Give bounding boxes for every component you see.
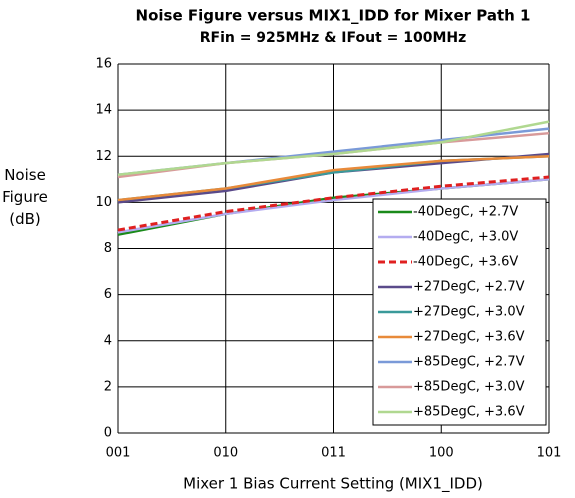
- y-tick-label: 4: [104, 333, 112, 348]
- x-tick-label: 100: [429, 446, 454, 461]
- y-tick-label: 0: [104, 426, 112, 441]
- legend-label: +85DegC, +3.0V: [413, 380, 525, 395]
- chart-subtitle: RFin = 925MHz & IFout = 100MHz: [200, 30, 467, 46]
- x-tick-label: 011: [321, 446, 346, 461]
- y-tick-label: 8: [104, 241, 112, 256]
- y-tick-label: 10: [95, 195, 112, 210]
- series-line: [117, 178, 550, 234]
- y-axis-label: Noise Figure (dB): [2, 166, 48, 228]
- legend-label: -40DegC, +3.6V: [413, 255, 518, 270]
- y-tick-label: 14: [95, 103, 112, 118]
- y-tick-label: 16: [95, 57, 112, 72]
- series-line: [117, 120, 550, 176]
- legend-label: +27DegC, +3.6V: [413, 330, 525, 345]
- legend-label: +27DegC, +3.0V: [413, 305, 525, 320]
- series-line: [117, 155, 550, 202]
- legend-label: -40DegC, +2.7V: [413, 205, 518, 220]
- y-tick-label: 2: [104, 379, 112, 394]
- legend-label: +27DegC, +2.7V: [413, 280, 525, 295]
- x-tick-label: 010: [213, 446, 238, 461]
- chart-title: Noise Figure versus MIX1_IDD for Mixer P…: [136, 7, 531, 25]
- legend-label: +85DegC, +3.6V: [413, 405, 525, 420]
- x-tick-label: 101: [537, 446, 562, 461]
- x-tick-label: 001: [106, 446, 131, 461]
- y-tick-label: 6: [104, 287, 112, 302]
- y-tick-label: 12: [95, 149, 112, 164]
- legend-label: -40DegC, +3.0V: [413, 230, 518, 245]
- series-line: [117, 175, 550, 232]
- x-axis-label: Mixer 1 Bias Current Setting (MIX1_IDD): [183, 475, 483, 494]
- legend-label: +85DegC, +2.7V: [413, 355, 525, 370]
